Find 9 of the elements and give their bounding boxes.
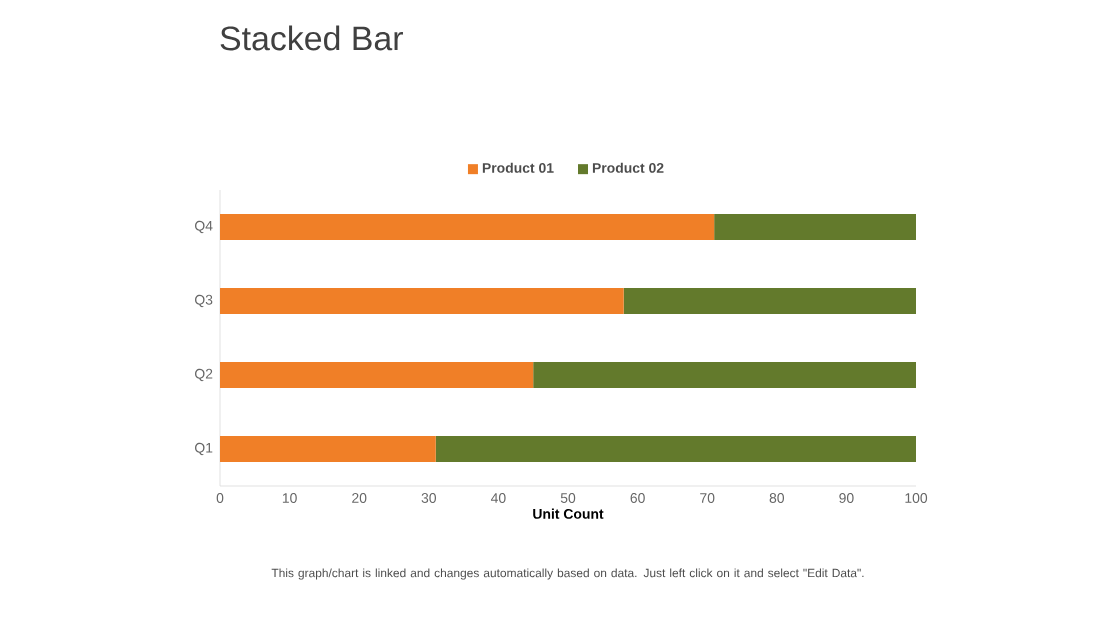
bar	[220, 362, 534, 388]
bar	[220, 288, 624, 314]
bar	[714, 214, 917, 240]
chart-title: Stacked Bar	[220, 25, 403, 51]
bar	[623, 288, 917, 314]
bar	[220, 436, 436, 462]
bar	[533, 362, 917, 388]
bar	[220, 214, 715, 240]
bar	[435, 436, 917, 462]
